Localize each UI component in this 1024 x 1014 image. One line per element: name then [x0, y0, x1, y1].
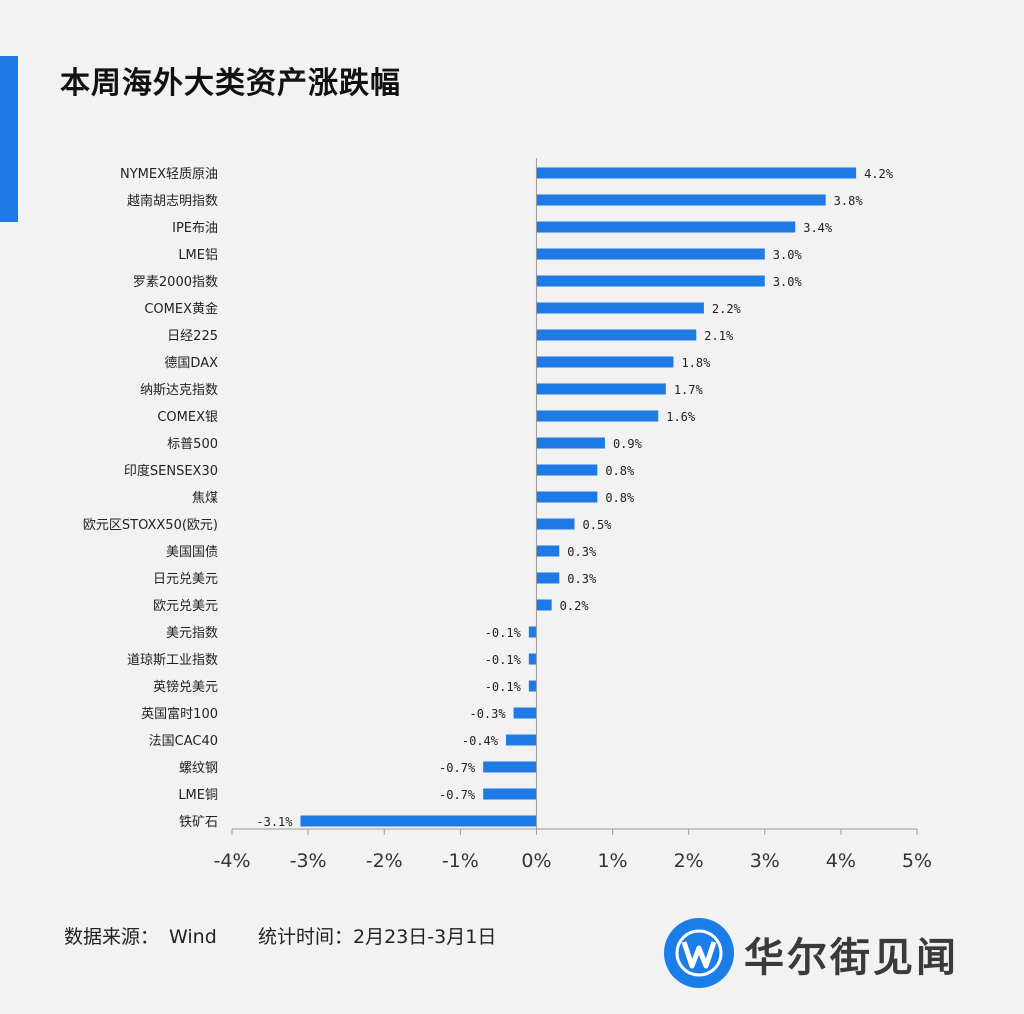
- bar: [536, 491, 598, 503]
- category-label: 美元指数: [166, 626, 218, 641]
- brand-name: 华尔街见闻: [744, 934, 959, 981]
- bar: [536, 518, 575, 530]
- bar: [536, 356, 674, 368]
- category-label: 日经225: [167, 329, 218, 344]
- bar: [528, 653, 537, 665]
- data-label: 1.7%: [674, 383, 704, 397]
- x-tick-label: 5%: [902, 850, 932, 872]
- bar: [536, 545, 560, 557]
- source-label: 数据来源：: [64, 926, 160, 948]
- data-label: -0.7%: [439, 761, 476, 775]
- data-label: 1.8%: [681, 356, 711, 370]
- bar: [536, 302, 704, 314]
- category-label: 日元兑美元: [153, 572, 218, 587]
- bar: [536, 329, 697, 341]
- x-tick-label: 4%: [826, 850, 856, 872]
- data-label: 3.0%: [773, 248, 803, 262]
- data-label: -0.1%: [485, 680, 522, 694]
- category-label: 纳斯达克指数: [140, 383, 218, 398]
- category-label: 美国国债: [166, 545, 218, 560]
- x-tick-label: 2%: [674, 850, 704, 872]
- category-label: COMEX黄金: [144, 301, 218, 317]
- category-label: IPE布油: [172, 221, 218, 236]
- category-label: 焦煤: [192, 491, 218, 506]
- category-label: LME铜: [178, 788, 218, 803]
- category-label: 道琼斯工业指数: [127, 653, 218, 668]
- bar: [536, 167, 857, 179]
- category-label: 欧元兑美元: [153, 599, 218, 614]
- bar: [483, 788, 537, 800]
- category-label: 铁矿石: [179, 815, 218, 830]
- x-tick-label: 0%: [521, 850, 551, 872]
- source-value: Wind: [169, 926, 217, 948]
- data-label: 0.8%: [605, 491, 635, 505]
- data-label: 0.3%: [567, 545, 597, 559]
- category-label: 德国DAX: [164, 356, 218, 371]
- data-label: 3.0%: [773, 275, 803, 289]
- data-label: -3.1%: [256, 815, 293, 829]
- data-label: 2.2%: [712, 302, 742, 316]
- x-tick-label: -2%: [366, 850, 403, 872]
- stat-period: 统计时间：2月23日-3月1日: [258, 922, 496, 949]
- data-label: 1.6%: [666, 410, 696, 424]
- data-label: -0.3%: [469, 707, 506, 721]
- category-label: 标普500: [167, 437, 218, 452]
- data-label: -0.1%: [485, 653, 522, 667]
- data-source: 数据来源： Wind: [64, 922, 227, 949]
- brand-logo-icon: [664, 918, 734, 988]
- bar: [528, 680, 537, 692]
- bar: [506, 734, 537, 746]
- data-label: 3.8%: [834, 194, 864, 208]
- period-label: 统计时间：: [258, 926, 354, 948]
- category-label: 英国富时100: [141, 706, 218, 722]
- bar: [536, 221, 796, 233]
- chart-title: 本周海外大类资产涨跌幅: [60, 66, 401, 101]
- x-tick-label: 1%: [597, 850, 627, 872]
- accent-bar: [0, 56, 18, 222]
- category-label: 法国CAC40: [149, 734, 218, 749]
- bar: [536, 599, 552, 611]
- x-tick-label: -1%: [442, 850, 479, 872]
- bar-chart: NYMEX轻质原油 4.2% 越南胡志明指数 3.8% IPE布油 3.4% LME铝 3.0…: [83, 158, 932, 872]
- data-label: 4.2%: [864, 167, 894, 181]
- category-label: 英镑兑美元: [153, 679, 218, 695]
- category-label: 罗素2000指数: [133, 275, 218, 290]
- bar: [483, 761, 537, 773]
- data-label: 3.4%: [803, 221, 833, 235]
- category-label: 越南胡志明指数: [127, 193, 218, 209]
- data-label: -0.4%: [462, 734, 499, 748]
- x-tick-label: 3%: [750, 850, 780, 872]
- data-label: -0.1%: [485, 626, 522, 640]
- data-label: 2.1%: [704, 329, 734, 343]
- x-tick-label: -4%: [214, 850, 251, 872]
- data-label: 0.3%: [567, 572, 597, 586]
- bar: [536, 464, 598, 476]
- data-label: 0.8%: [605, 464, 635, 478]
- data-label: 0.2%: [560, 599, 590, 613]
- bar: [300, 815, 537, 827]
- bar: [536, 194, 826, 206]
- category-label: 欧元区STOXX50(欧元): [83, 518, 218, 533]
- bar: [528, 626, 537, 638]
- category-label: 印度SENSEX30: [124, 463, 218, 479]
- bar: [536, 437, 605, 449]
- data-label: 0.5%: [583, 518, 613, 532]
- period-value: 2月23日-3月1日: [353, 926, 497, 948]
- bar: [513, 707, 537, 719]
- data-label: -0.7%: [439, 788, 476, 802]
- category-label: NYMEX轻质原油: [120, 167, 218, 182]
- category-label: 螺纹钢: [179, 761, 218, 776]
- bar: [536, 248, 765, 260]
- bar: [536, 410, 659, 422]
- bar: [536, 383, 666, 395]
- data-label: 0.9%: [613, 437, 643, 451]
- x-tick-label: -3%: [290, 850, 327, 872]
- category-label: COMEX银: [157, 410, 218, 425]
- bar: [536, 572, 560, 584]
- bar: [536, 275, 765, 287]
- category-label: LME铝: [178, 248, 218, 263]
